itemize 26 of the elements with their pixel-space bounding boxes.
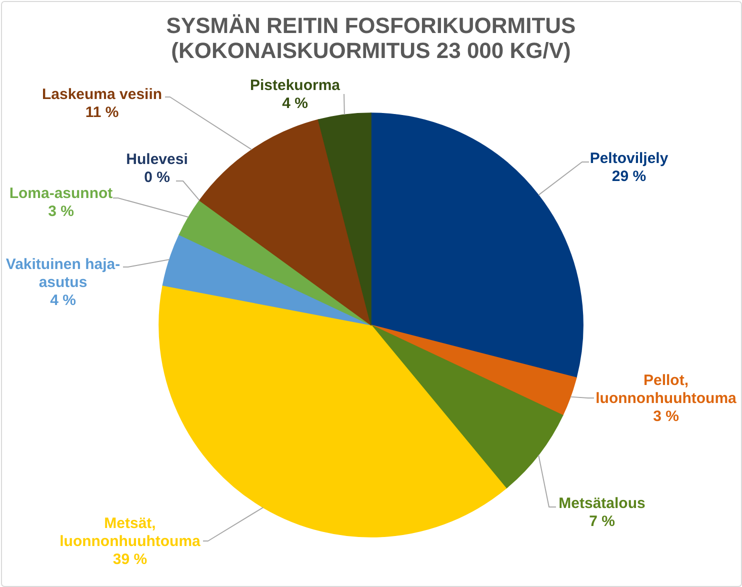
- slice-label: Pellot, luonnonhuuhtouma: [596, 372, 738, 407]
- slice-label: Loma-asunnot: [9, 185, 113, 202]
- pie-slice: [162, 234, 372, 326]
- data-label: 4 %: [282, 95, 308, 112]
- data-label: 4 %: [50, 292, 76, 309]
- pie-slice: [199, 119, 372, 326]
- data-label: 3 %: [48, 203, 74, 220]
- pie-slice: [370, 324, 577, 416]
- slice-label: Laskeuma vesiin: [42, 86, 162, 103]
- data-label: 3 %: [653, 408, 679, 425]
- category-label: Hulevesi: [126, 151, 188, 168]
- slice-label: Metsätalous: [558, 495, 646, 512]
- data-label: 11 %: [85, 104, 119, 121]
- slice-label: Peltoviljely: [590, 150, 669, 167]
- chart-title: SYSMÄN REITIN FOSFORIKUORMITUS (KOKONAISKUORMITUS 23 000 KG/V): [166, 13, 576, 63]
- slice-label: Pistekuorma: [250, 77, 341, 94]
- pie-slice: [178, 200, 372, 326]
- pie-slice: [370, 112, 584, 378]
- slice-label: Vakituinen haja-asutus: [6, 256, 120, 291]
- pie-slice: [318, 112, 372, 326]
- data-label: 7 %: [589, 513, 615, 530]
- data-label: 39 %: [112, 551, 148, 568]
- data-label: 29 %: [612, 168, 646, 185]
- pie-slice: [370, 324, 564, 489]
- slice-label: Metsät, luonnonhuuhtouma: [60, 515, 202, 550]
- text: 0 %: [144, 169, 170, 186]
